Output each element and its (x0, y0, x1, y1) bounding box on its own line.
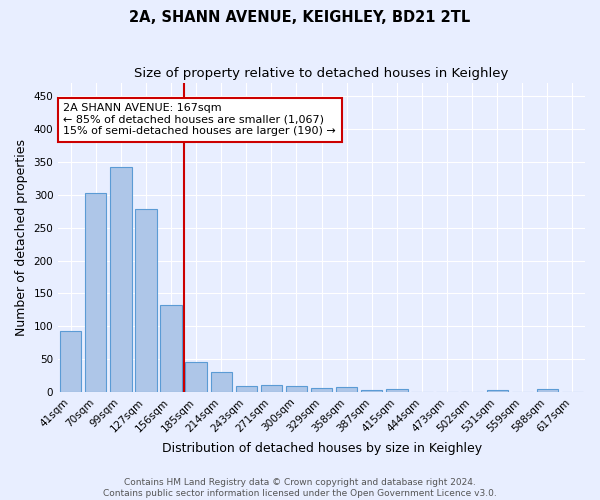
Bar (160, 304, 182, 392)
Title: Size of property relative to detached houses in Keighley: Size of property relative to detached ho… (134, 68, 509, 80)
Bar (261, 384, 282, 392)
Bar (236, 386, 257, 392)
Bar (336, 386, 358, 392)
Text: 2A SHANN AVENUE: 167sqm
← 85% of detached houses are smaller (1,067)
15% of semi: 2A SHANN AVENUE: 167sqm ← 85% of detache… (64, 103, 336, 136)
Text: Contains HM Land Registry data © Crown copyright and database right 2024.
Contai: Contains HM Land Registry data © Crown c… (103, 478, 497, 498)
Bar (60, 332, 82, 392)
Bar (537, 388, 558, 392)
Bar (110, 166, 131, 392)
X-axis label: Distribution of detached houses by size in Keighley: Distribution of detached houses by size … (161, 442, 482, 455)
Bar (136, 209, 157, 392)
Bar (311, 388, 332, 392)
Text: 2A, SHANN AVENUE, KEIGHLEY, BD21 2TL: 2A, SHANN AVENUE, KEIGHLEY, BD21 2TL (130, 10, 470, 25)
Bar (487, 390, 508, 392)
Bar (185, 362, 207, 392)
Bar (211, 372, 232, 392)
Bar (386, 390, 407, 392)
Bar (286, 386, 307, 392)
Bar (361, 390, 382, 392)
Bar (85, 193, 106, 392)
Y-axis label: Number of detached properties: Number of detached properties (15, 139, 28, 336)
